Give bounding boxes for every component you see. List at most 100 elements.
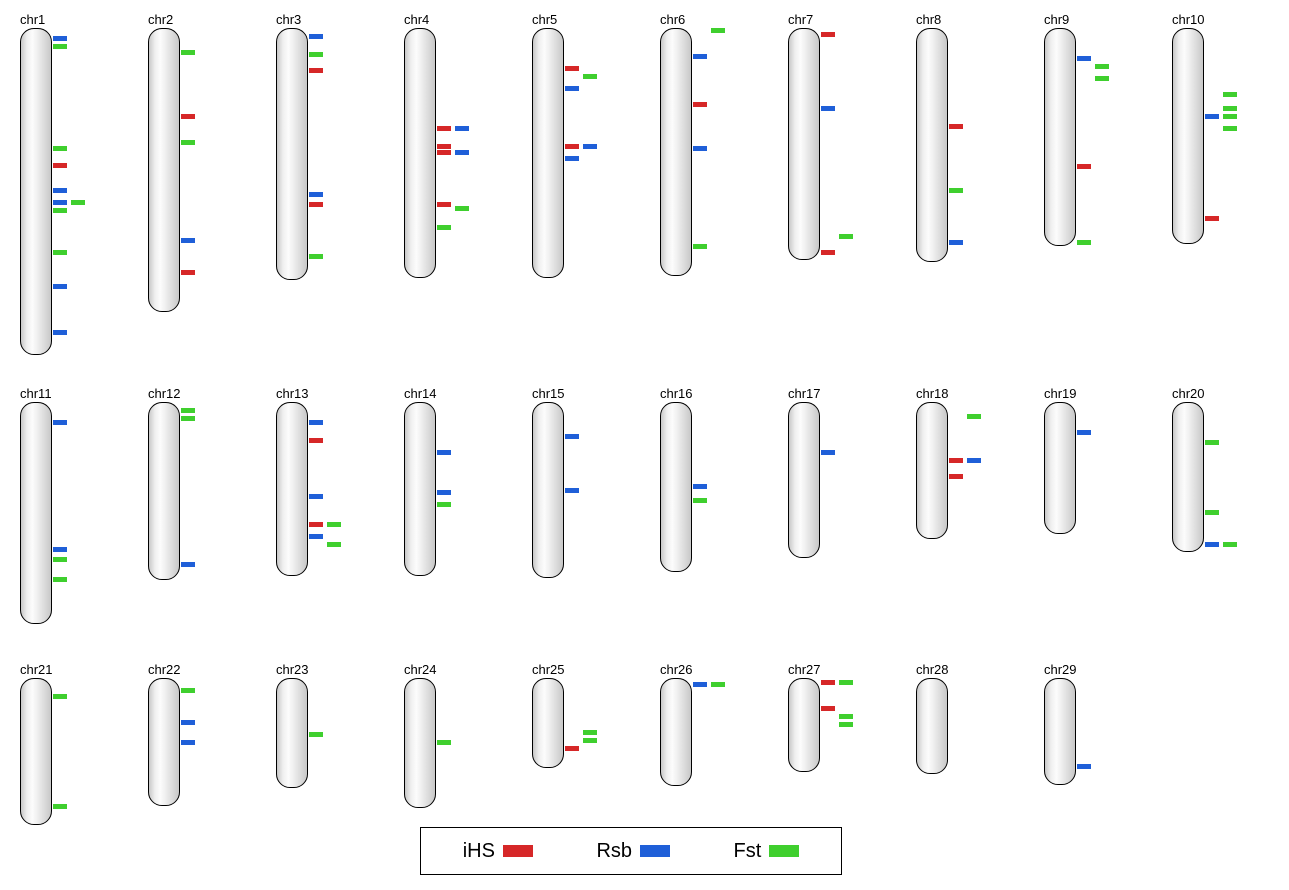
chromosome-label: chr14 (404, 386, 437, 401)
marker-rsb (693, 484, 707, 489)
marker-rsb (437, 490, 451, 495)
marker-rsb (1077, 430, 1091, 435)
marker-fst (1205, 440, 1219, 445)
legend-label: Fst (733, 840, 761, 863)
marker-ihs (949, 458, 963, 463)
marker-fst (53, 146, 67, 151)
marker-ihs (437, 144, 451, 149)
marker-fst (839, 234, 853, 239)
chromosome-label: chr17 (788, 386, 821, 401)
marker-fst (839, 714, 853, 719)
chromosome-label: chr8 (916, 12, 941, 27)
marker-ihs (309, 202, 323, 207)
chromosome-label: chr13 (276, 386, 309, 401)
marker-fst (309, 732, 323, 737)
marker-fst (181, 140, 195, 145)
chromosome-body (148, 402, 180, 580)
chromosome-label: chr21 (20, 662, 53, 677)
chromosome-label: chr27 (788, 662, 821, 677)
chromosome-label: chr2 (148, 12, 173, 27)
karyotype-plot: chr1chr2chr3chr4chr5chr6chr7chr8chr9chr1… (10, 10, 1289, 880)
marker-rsb (53, 200, 67, 205)
marker-fst (309, 52, 323, 57)
chromosome-label: chr29 (1044, 662, 1077, 677)
marker-fst (309, 254, 323, 259)
marker-fst (437, 502, 451, 507)
chromosome-body (916, 402, 948, 539)
marker-fst (1223, 126, 1237, 131)
marker-rsb (565, 488, 579, 493)
marker-fst (1095, 64, 1109, 69)
legend-label: Rsb (596, 840, 632, 863)
marker-fst (1205, 510, 1219, 515)
marker-fst (839, 722, 853, 727)
marker-rsb (309, 534, 323, 539)
chromosome-body (1172, 28, 1204, 244)
legend-swatch (769, 845, 799, 857)
marker-ihs (309, 68, 323, 73)
marker-fst (949, 188, 963, 193)
chromosome-label: chr25 (532, 662, 565, 677)
marker-fst (711, 28, 725, 33)
chromosome-body (20, 402, 52, 624)
marker-rsb (309, 494, 323, 499)
marker-fst (53, 250, 67, 255)
chromosome-body (532, 678, 564, 768)
marker-ihs (821, 250, 835, 255)
marker-ihs (437, 202, 451, 207)
marker-rsb (949, 240, 963, 245)
marker-ihs (565, 66, 579, 71)
chromosome-label: chr15 (532, 386, 565, 401)
marker-fst (437, 225, 451, 230)
marker-rsb (565, 434, 579, 439)
marker-ihs (309, 522, 323, 527)
marker-ihs (309, 438, 323, 443)
marker-fst (1095, 76, 1109, 81)
marker-fst (693, 244, 707, 249)
marker-fst (181, 408, 195, 413)
marker-ihs (181, 114, 195, 119)
chromosome-body (148, 28, 180, 312)
marker-rsb (821, 106, 835, 111)
chromosome-body (20, 678, 52, 825)
marker-rsb (309, 34, 323, 39)
chromosome-label: chr1 (20, 12, 45, 27)
marker-rsb (53, 284, 67, 289)
marker-ihs (565, 746, 579, 751)
marker-ihs (1077, 164, 1091, 169)
marker-fst (181, 50, 195, 55)
chromosome-body (148, 678, 180, 806)
marker-rsb (1077, 764, 1091, 769)
marker-rsb (967, 458, 981, 463)
chromosome-label: chr7 (788, 12, 813, 27)
chromosome-body (276, 678, 308, 788)
marker-fst (71, 200, 85, 205)
marker-ihs (949, 474, 963, 479)
chromosome-body (276, 28, 308, 280)
chromosome-body (532, 402, 564, 578)
chromosome-body (404, 402, 436, 576)
marker-fst (839, 680, 853, 685)
marker-rsb (309, 192, 323, 197)
chromosome-body (404, 678, 436, 808)
chromosome-label: chr12 (148, 386, 181, 401)
chromosome-body (276, 402, 308, 576)
chromosome-body (916, 28, 948, 262)
marker-ihs (53, 163, 67, 168)
marker-ihs (437, 126, 451, 131)
marker-rsb (437, 450, 451, 455)
marker-rsb (821, 450, 835, 455)
chromosome-body (916, 678, 948, 774)
chromosome-label: chr16 (660, 386, 693, 401)
marker-rsb (693, 54, 707, 59)
marker-fst (53, 557, 67, 562)
marker-fst (53, 208, 67, 213)
marker-rsb (181, 740, 195, 745)
marker-rsb (455, 150, 469, 155)
chromosome-body (660, 402, 692, 572)
marker-rsb (53, 547, 67, 552)
marker-rsb (53, 330, 67, 335)
legend-item-rsb: Rsb (584, 840, 682, 863)
chromosome-body (788, 678, 820, 772)
chromosome-body (788, 28, 820, 260)
